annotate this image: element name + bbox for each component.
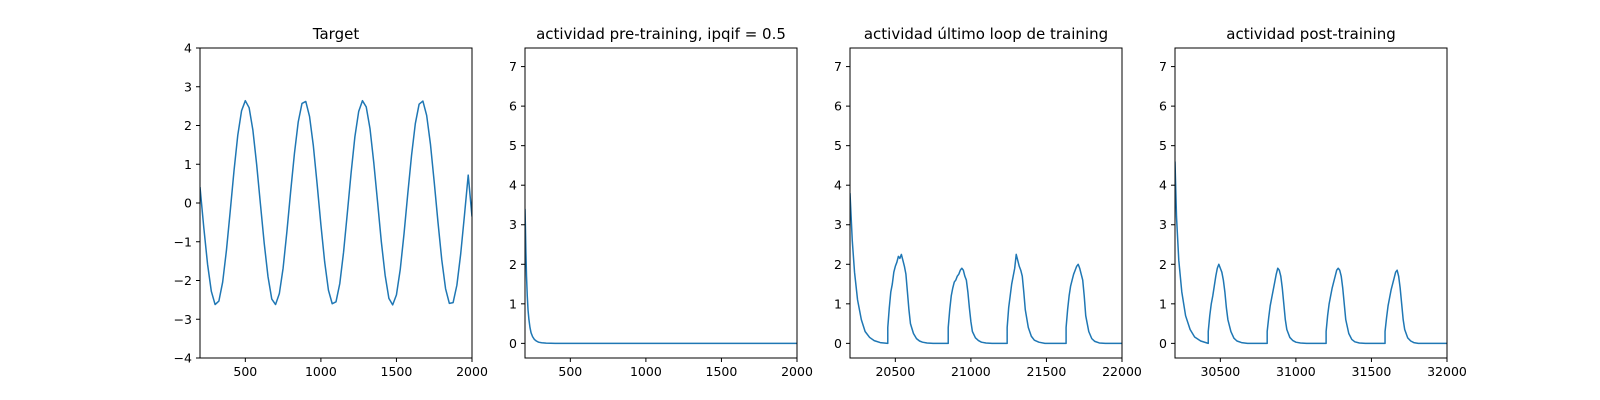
axes-frame: [849, 47, 1123, 359]
chart-title: Target: [312, 25, 360, 43]
y-tick-label: 0: [1159, 336, 1167, 351]
y-tick-label: 6: [509, 99, 517, 114]
y-tick-label: 2: [184, 118, 192, 133]
subplot-3: 20500 21000 21500 22000 0 1 2 3 4 5 6 7 actividad úl…: [834, 25, 1142, 379]
x-tick-label: 1000: [630, 364, 662, 379]
subplot-4: 30500 31000 31500 32000 0 1 2 3 4 5 6 7 actividad po…: [1159, 25, 1467, 379]
x-tick-label: 31500: [1352, 364, 1392, 379]
y-tick-label: 0: [509, 336, 517, 351]
y-tick-label: 3: [1159, 217, 1167, 232]
axes-frame: [199, 47, 473, 359]
x-tick-label: 22000: [1102, 364, 1142, 379]
series-line-1: [200, 99, 472, 306]
y-tick-label: 4: [1159, 178, 1167, 193]
y-tick-label: 5: [509, 138, 517, 153]
y-tick-label: 2: [509, 257, 517, 272]
x-tick-label: 32000: [1427, 364, 1467, 379]
series-line-1: [850, 193, 1122, 345]
y-tick-label: 3: [509, 217, 517, 232]
series-line-1: [1175, 161, 1447, 345]
y-tick-label: 4: [509, 178, 517, 193]
axes-frame: [524, 47, 798, 359]
x-tick-label: 30500: [1200, 364, 1240, 379]
y-tick-label: 4: [834, 178, 842, 193]
y-tick-label: 1: [1159, 296, 1167, 311]
y-tick-label: 0: [834, 336, 842, 351]
y-tick-label: −2: [174, 273, 192, 288]
y-tick-label: 7: [834, 59, 842, 74]
y-tick-label: 5: [1159, 138, 1167, 153]
y-tick-label: 5: [834, 138, 842, 153]
y-tick-label: 7: [509, 59, 517, 74]
chart-title: actividad post-training: [1226, 25, 1395, 43]
y-tick-label: −1: [174, 234, 192, 249]
y-tick-label: 2: [1159, 257, 1167, 272]
x-tick-label: 21500: [1027, 364, 1067, 379]
y-tick-label: −4: [174, 351, 192, 366]
y-tick-label: 3: [184, 79, 192, 94]
y-tick-label: 4: [184, 41, 192, 56]
chart-title: actividad pre-training, ipqif = 0.5: [536, 25, 786, 43]
x-tick-label: 1500: [381, 364, 413, 379]
y-tick-label: 6: [1159, 99, 1167, 114]
y-tick-label: 3: [834, 217, 842, 232]
y-tick-label: 2: [834, 257, 842, 272]
subplot-2: 500 1000 1500 2000 0 1 2 3 4 5 6 7 actividad pre-tra…: [509, 25, 813, 379]
y-tick-label: 1: [509, 296, 517, 311]
axes-frame: [1174, 47, 1448, 359]
y-tick-label: 6: [834, 99, 842, 114]
y-tick-label: −3: [174, 312, 192, 327]
x-tick-label: 20500: [875, 364, 915, 379]
y-tick-label: 0: [184, 196, 192, 211]
y-tick-label: 7: [1159, 59, 1167, 74]
series-line-1: [525, 208, 797, 345]
x-tick-label: 500: [558, 364, 582, 379]
x-tick-label: 2000: [781, 364, 813, 379]
subplot-1: 500 1000 1500 2000 −4 −3 −2 −1 0 1 2 3 4 Target: [174, 25, 488, 379]
x-tick-label: 31000: [1276, 364, 1316, 379]
x-tick-label: 500: [233, 364, 257, 379]
y-tick-label: 1: [184, 157, 192, 172]
x-tick-label: 1500: [706, 364, 738, 379]
x-tick-label: 1000: [305, 364, 337, 379]
chart-title: actividad último loop de training: [864, 25, 1108, 43]
y-tick-label: 1: [834, 296, 842, 311]
x-tick-label: 21000: [951, 364, 991, 379]
x-tick-label: 2000: [456, 364, 488, 379]
